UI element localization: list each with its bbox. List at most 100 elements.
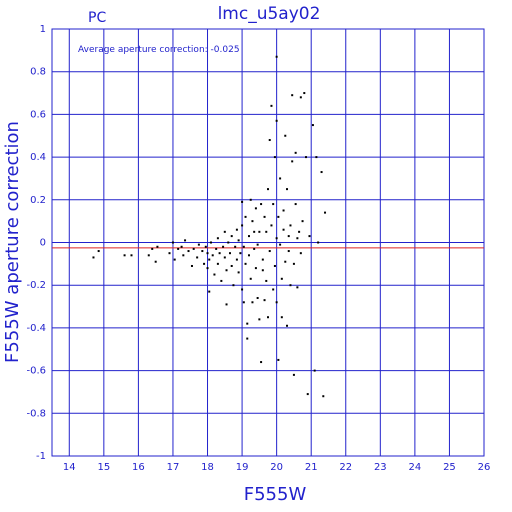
data-point <box>184 239 187 242</box>
data-point <box>222 245 225 248</box>
x-tick-label: 16 <box>132 462 145 473</box>
data-point <box>277 358 280 361</box>
data-point <box>268 250 271 253</box>
data-point <box>275 301 278 304</box>
data-point <box>220 279 223 282</box>
data-point <box>292 373 295 376</box>
data-point <box>263 299 266 302</box>
data-point <box>177 247 180 250</box>
data-point <box>130 254 133 257</box>
y-tick-label: 0.8 <box>30 67 46 78</box>
data-point <box>237 271 240 274</box>
data-point <box>260 203 263 206</box>
data-point <box>218 252 221 255</box>
data-point <box>201 250 204 253</box>
x-tick-label: 21 <box>305 462 318 473</box>
data-point <box>289 284 292 287</box>
y-tick-label: -1 <box>36 451 46 462</box>
data-point <box>241 200 244 203</box>
x-tick-label: 19 <box>236 462 249 473</box>
data-point <box>303 92 306 95</box>
data-point <box>287 235 290 238</box>
x-tick-label: 17 <box>167 462 180 473</box>
data-point <box>182 254 185 257</box>
data-point <box>272 203 275 206</box>
x-tick-label: 18 <box>201 462 214 473</box>
data-point <box>280 316 283 319</box>
data-point <box>313 369 316 372</box>
data-point <box>168 252 171 255</box>
data-point <box>223 256 226 259</box>
data-point <box>92 256 95 259</box>
y-tick-label: 1 <box>40 24 46 35</box>
data-point <box>279 243 282 246</box>
data-point <box>232 284 235 287</box>
data-point <box>294 203 297 206</box>
data-point <box>251 220 254 223</box>
x-axis-label: F555W <box>244 484 307 505</box>
y-tick-labels: 1 0.8 0.6 0.4 0.2 0 -0.2 -0.4 -0.6 -0.8 -1 <box>26 24 46 462</box>
data-point <box>270 224 273 227</box>
data-point <box>273 264 276 267</box>
data-point <box>254 267 257 270</box>
data-point <box>211 254 214 257</box>
data-point <box>227 241 230 244</box>
data-point <box>299 252 302 255</box>
data-point <box>299 96 302 99</box>
data-point <box>196 256 199 259</box>
data-point <box>275 237 278 240</box>
data-point <box>244 215 247 218</box>
data-point <box>230 235 233 238</box>
data-point <box>263 215 266 218</box>
data-point <box>173 258 176 261</box>
data-point <box>286 324 289 327</box>
data-point <box>284 260 287 263</box>
data-point <box>270 104 273 107</box>
x-tick-label: 14 <box>63 462 76 473</box>
corner-label: PC <box>88 10 106 26</box>
data-point <box>260 361 263 364</box>
y-tick-label: -0.8 <box>26 408 46 419</box>
data-point <box>254 207 257 210</box>
data-point <box>237 239 240 242</box>
data-point <box>253 230 256 233</box>
data-point <box>324 211 327 214</box>
data-point <box>322 395 325 398</box>
data-point <box>258 318 261 321</box>
data-point <box>235 258 238 261</box>
data-point <box>305 156 308 159</box>
data-point <box>156 245 159 248</box>
data-point <box>253 247 256 250</box>
data-point <box>244 262 247 265</box>
data-point <box>296 286 299 289</box>
data-point <box>213 273 216 276</box>
data-point <box>308 235 311 238</box>
data-point <box>261 258 264 261</box>
data-point <box>286 188 289 191</box>
y-tick-label: 0 <box>40 238 46 249</box>
data-point <box>197 243 200 246</box>
data-points <box>92 55 327 398</box>
data-point <box>234 245 237 248</box>
x-tick-label: 23 <box>374 462 387 473</box>
data-point <box>192 247 195 250</box>
data-point <box>242 301 245 304</box>
data-point <box>249 277 252 280</box>
x-tick-label: 24 <box>409 462 422 473</box>
data-point <box>241 288 244 291</box>
data-point <box>298 230 301 233</box>
data-point <box>215 247 218 250</box>
data-point <box>206 267 209 270</box>
y-tick-label: 0.4 <box>30 152 46 163</box>
y-axis-label: F555W aperture correction <box>2 121 23 363</box>
data-point <box>306 393 309 396</box>
data-point <box>154 260 157 263</box>
data-point <box>241 224 244 227</box>
data-point <box>225 269 228 272</box>
data-point <box>289 224 292 227</box>
data-point <box>247 254 250 257</box>
grid-lines <box>52 28 485 457</box>
data-point <box>230 264 233 267</box>
data-point <box>204 245 207 248</box>
data-point <box>209 241 212 244</box>
